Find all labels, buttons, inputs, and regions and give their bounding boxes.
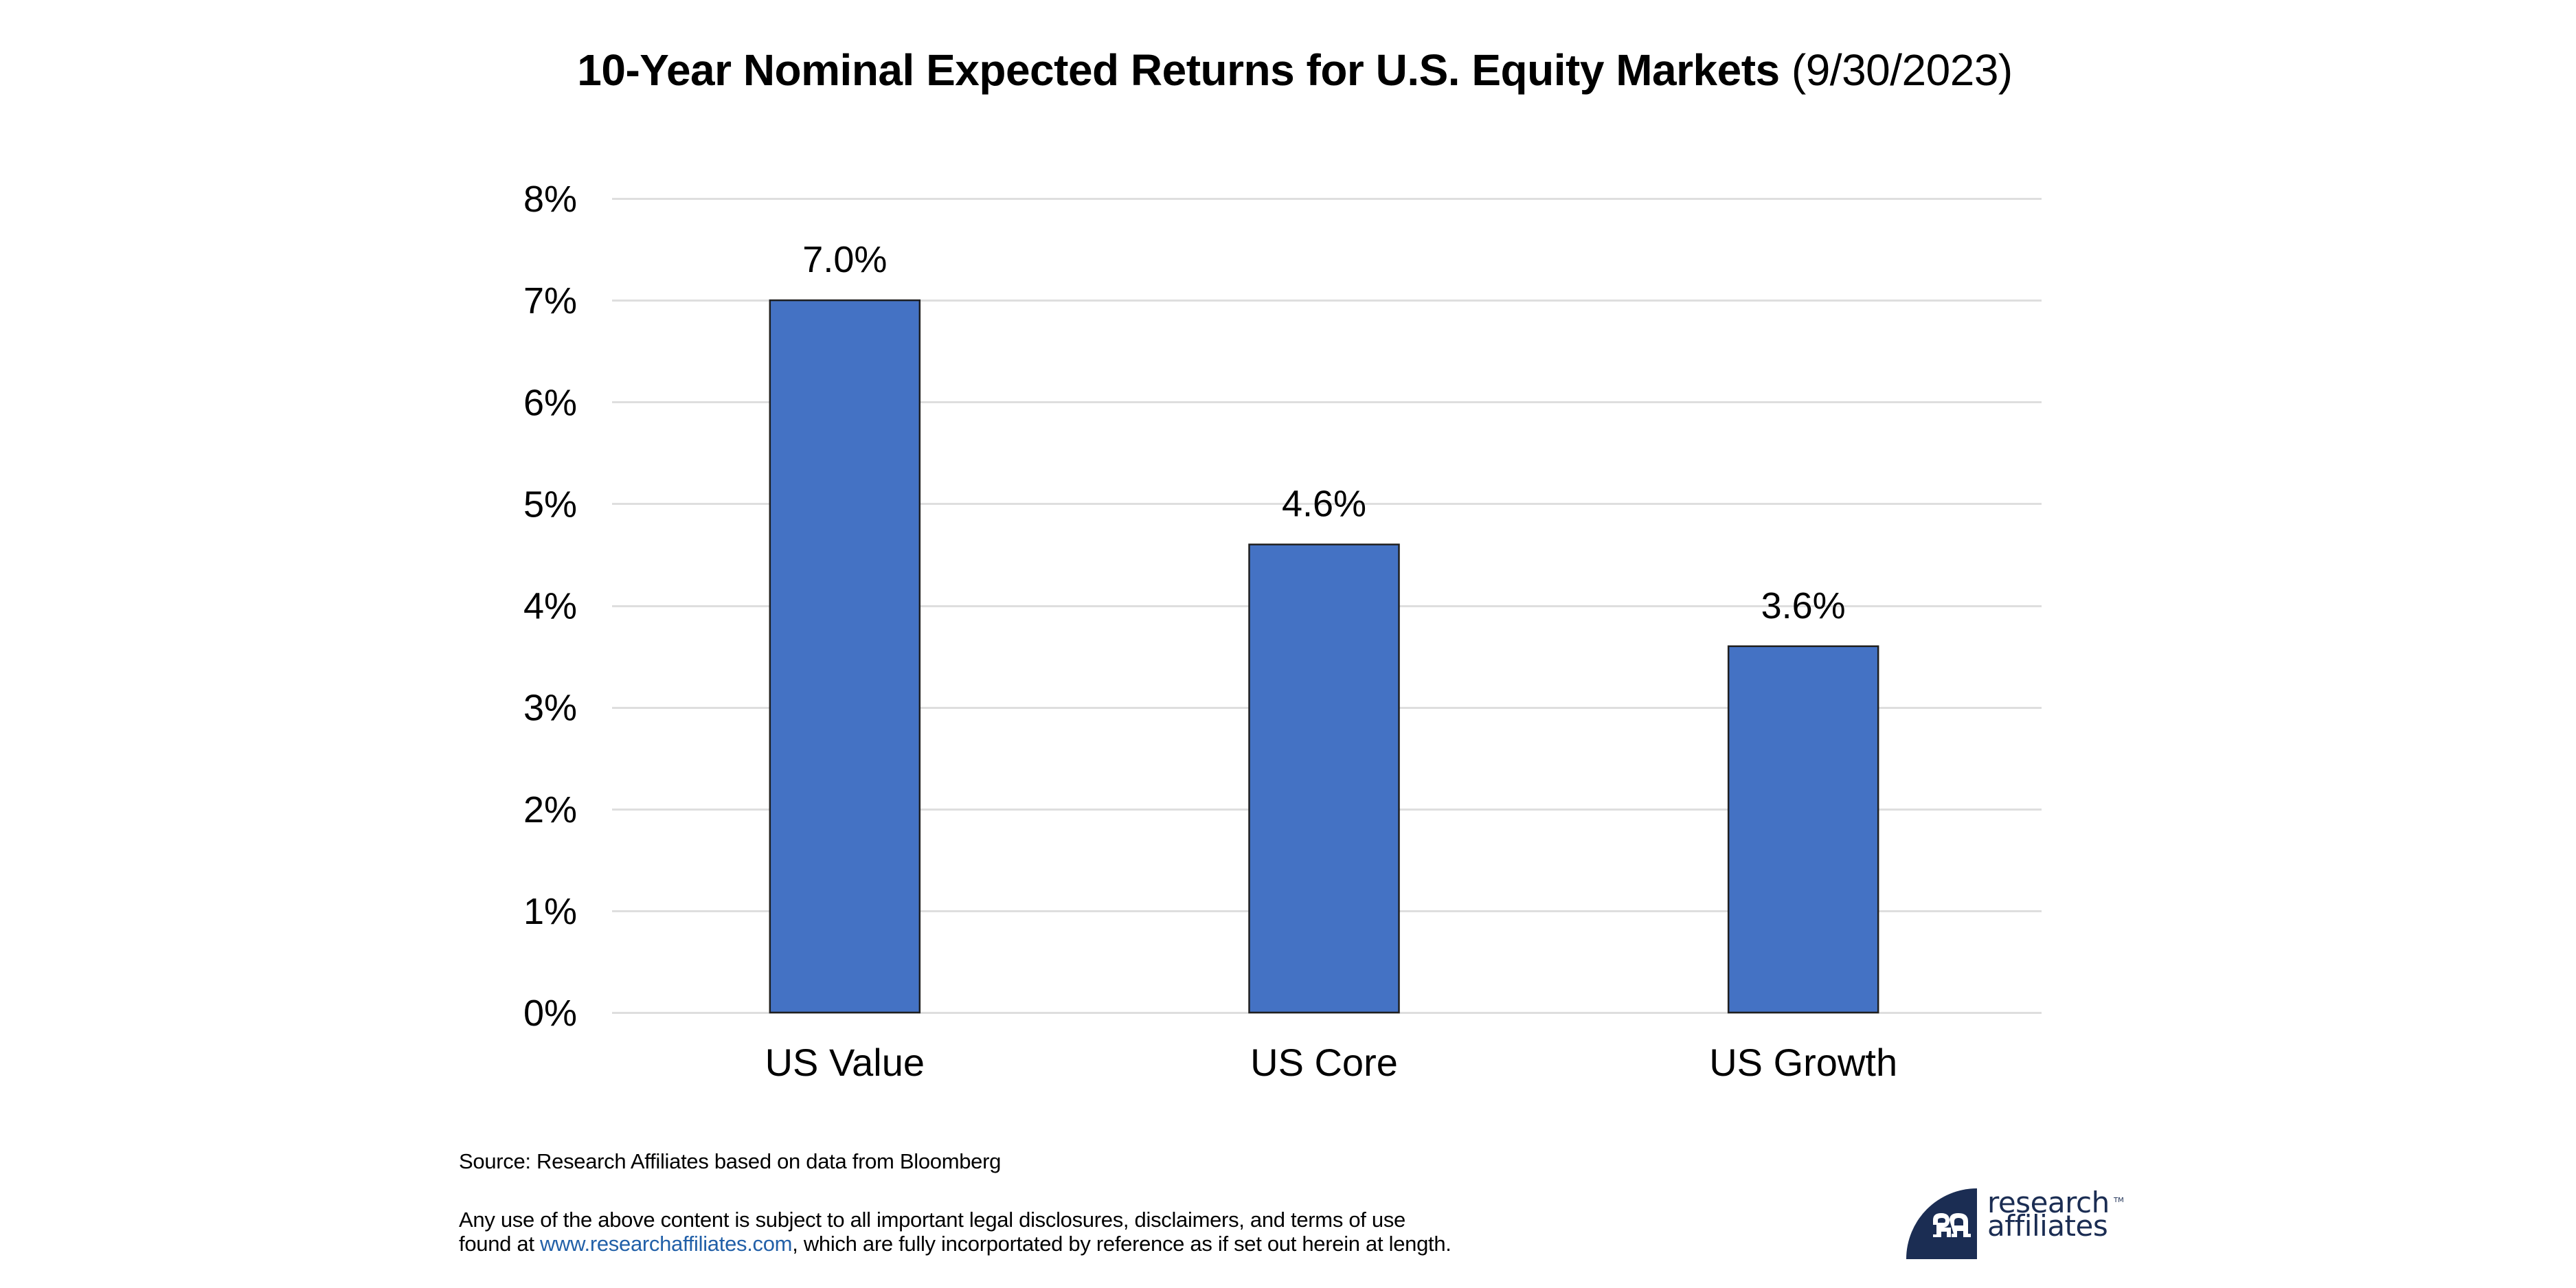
research-affiliates-logo: research affiliates TM xyxy=(1906,1187,2132,1263)
data-labels: 7.0% 4.6% 3.6% xyxy=(802,239,1845,626)
disclaimer-line-1: Any use of the above content is subject … xyxy=(459,1208,1405,1232)
x-tick-label: US Value xyxy=(765,1041,925,1084)
logo-wordmark: research affiliates xyxy=(1987,1186,2110,1243)
ra-monogram-icon xyxy=(1933,1213,1971,1237)
y-tick-label: 0% xyxy=(523,993,577,1034)
disclaimer-suffix: , which are fully incorportated by refer… xyxy=(792,1232,1451,1256)
website-link[interactable]: www.researchaffiliates.com xyxy=(539,1232,793,1256)
bar xyxy=(769,299,921,1014)
bar xyxy=(1248,543,1400,1014)
logo-mark-icon xyxy=(1906,1188,1977,1259)
trademark-symbol: TM xyxy=(2114,1197,2124,1204)
x-tick-label: US Growth xyxy=(1709,1041,1897,1084)
y-tick-label: 2% xyxy=(523,789,577,831)
chart-title: 10-Year Nominal Expected Returns for U.S… xyxy=(0,43,2576,98)
y-tick-label: 5% xyxy=(523,484,577,525)
y-axis-tick-labels: 0% 1% 2% 3% 4% 5% 6% 7% 8% xyxy=(523,179,577,1034)
disclaimer-line-2: found at www.researchaffiliates.com, whi… xyxy=(459,1232,1451,1256)
x-tick-label: US Core xyxy=(1250,1041,1398,1084)
y-tick-label: 6% xyxy=(523,382,577,423)
y-tick-label: 1% xyxy=(523,891,577,932)
bar xyxy=(1727,645,1879,1014)
y-tick-label: 8% xyxy=(523,179,577,220)
source-note: Source: Research Affiliates based on dat… xyxy=(459,1149,1002,1173)
logo-line-affiliates: affiliates xyxy=(1987,1209,2108,1243)
disclaimer: Any use of the above content is subject … xyxy=(459,1208,1451,1256)
disclaimer-prefix: found at xyxy=(459,1232,540,1256)
y-tick-label: 7% xyxy=(523,280,577,321)
chart-title-main: 10-Year Nominal Expected Returns for U.S… xyxy=(577,45,1780,95)
y-tick-label: 4% xyxy=(523,586,577,627)
data-label: 3.6% xyxy=(1761,585,1846,626)
bars xyxy=(769,299,1879,1014)
data-label: 4.6% xyxy=(1282,484,1366,525)
y-tick-label: 3% xyxy=(523,688,577,729)
chart-title-date: (9/30/2023) xyxy=(1791,45,2013,95)
logo-line-research: research xyxy=(1987,1186,2110,1219)
data-label: 7.0% xyxy=(802,239,887,280)
x-axis-tick-labels: US Value US Core US Growth xyxy=(765,1041,1897,1084)
